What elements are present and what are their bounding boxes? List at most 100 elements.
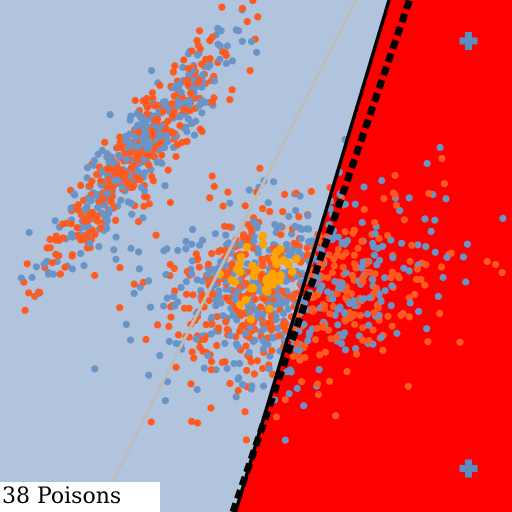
point-class-b	[187, 270, 195, 278]
point-class-a	[266, 208, 274, 216]
point-class-b	[253, 48, 261, 56]
point-class-a	[126, 183, 134, 191]
point-class-a	[210, 94, 218, 102]
point-class-a	[333, 251, 341, 259]
point-class-a	[184, 64, 192, 73]
point-class-a	[91, 230, 99, 238]
point-class-a	[172, 363, 180, 371]
point-class-b	[106, 206, 114, 214]
point-class-a	[194, 255, 202, 263]
point-class-a	[94, 217, 102, 225]
point-class-b	[94, 203, 102, 212]
point-class-a	[36, 288, 44, 297]
point-class-b	[360, 295, 368, 303]
point-class-a	[214, 324, 222, 332]
point-class-b	[400, 264, 408, 272]
point-class-a	[436, 309, 444, 318]
point-class-b	[117, 196, 125, 204]
point-class-a	[172, 152, 180, 161]
point-class-a	[110, 170, 118, 178]
point-class-a	[195, 263, 203, 271]
point-class-b	[106, 111, 114, 119]
point-class-b	[184, 115, 192, 123]
point-class-b	[216, 42, 224, 50]
point-class-a	[246, 67, 254, 75]
point-class-a	[187, 380, 195, 388]
point-class-a	[222, 318, 230, 326]
point-class-b	[285, 212, 293, 221]
point-class-b	[112, 233, 120, 241]
point-class-a	[130, 280, 138, 288]
point-class-a	[309, 307, 317, 316]
point-class-b	[336, 281, 344, 289]
point-class-a	[392, 201, 400, 209]
point-class-b	[171, 302, 179, 310]
point-class-a	[380, 194, 388, 203]
point-class-a	[303, 251, 312, 259]
point-class-a	[257, 303, 265, 311]
poison-point	[235, 260, 244, 269]
point-class-a	[182, 290, 191, 298]
point-class-a	[330, 262, 338, 270]
point-class-b	[248, 382, 256, 390]
poison-point	[236, 253, 246, 262]
point-class-b	[198, 109, 206, 117]
point-class-b	[284, 305, 292, 313]
point-class-a	[73, 224, 81, 232]
point-class-a	[208, 33, 216, 41]
point-class-b	[221, 339, 229, 347]
point-class-a	[326, 310, 334, 318]
point-class-b	[145, 371, 153, 379]
point-class-a	[218, 3, 226, 11]
point-class-b	[98, 146, 106, 154]
point-class-a	[366, 268, 374, 276]
point-class-b	[68, 233, 77, 241]
point-class-b	[190, 131, 199, 139]
point-class-a	[213, 341, 221, 350]
point-class-a	[21, 306, 29, 314]
point-class-b	[360, 183, 368, 191]
point-class-b	[434, 292, 442, 300]
point-class-b	[86, 239, 94, 247]
point-class-a	[198, 291, 206, 299]
point-class-a	[105, 176, 113, 184]
point-class-b	[174, 246, 182, 255]
point-class-a	[405, 313, 413, 321]
poison-point	[236, 300, 245, 309]
point-class-a	[327, 335, 335, 343]
point-class-b	[32, 263, 41, 271]
poison-point	[265, 304, 274, 313]
poison-point	[272, 259, 281, 269]
poison-point	[227, 276, 236, 285]
point-class-b	[204, 271, 212, 279]
point-class-a	[268, 324, 276, 332]
point-class-a	[259, 205, 267, 213]
point-class-b	[245, 186, 253, 194]
point-class-b	[283, 368, 291, 376]
point-class-b	[199, 277, 207, 285]
point-class-a	[269, 370, 277, 378]
poison-point	[265, 273, 274, 282]
point-class-a	[23, 260, 31, 268]
poison-point	[272, 247, 281, 257]
point-class-a	[424, 338, 432, 346]
point-class-b	[193, 385, 201, 394]
point-class-a	[154, 321, 162, 329]
point-class-a	[190, 354, 198, 362]
point-class-a	[298, 378, 306, 386]
point-class-a	[180, 56, 188, 64]
point-class-a	[348, 271, 356, 279]
point-class-a	[149, 132, 157, 140]
point-class-a	[320, 305, 328, 313]
point-class-a	[279, 208, 287, 216]
point-class-b	[135, 248, 143, 256]
point-class-a	[384, 312, 392, 320]
point-class-a	[281, 396, 289, 404]
poison-count-label: 38 Poisons	[0, 482, 160, 512]
poison-point	[246, 315, 256, 324]
point-class-a	[200, 335, 208, 343]
point-class-a	[206, 55, 214, 63]
point-class-b	[189, 225, 197, 233]
point-class-b	[156, 352, 164, 360]
point-class-b	[304, 212, 312, 220]
